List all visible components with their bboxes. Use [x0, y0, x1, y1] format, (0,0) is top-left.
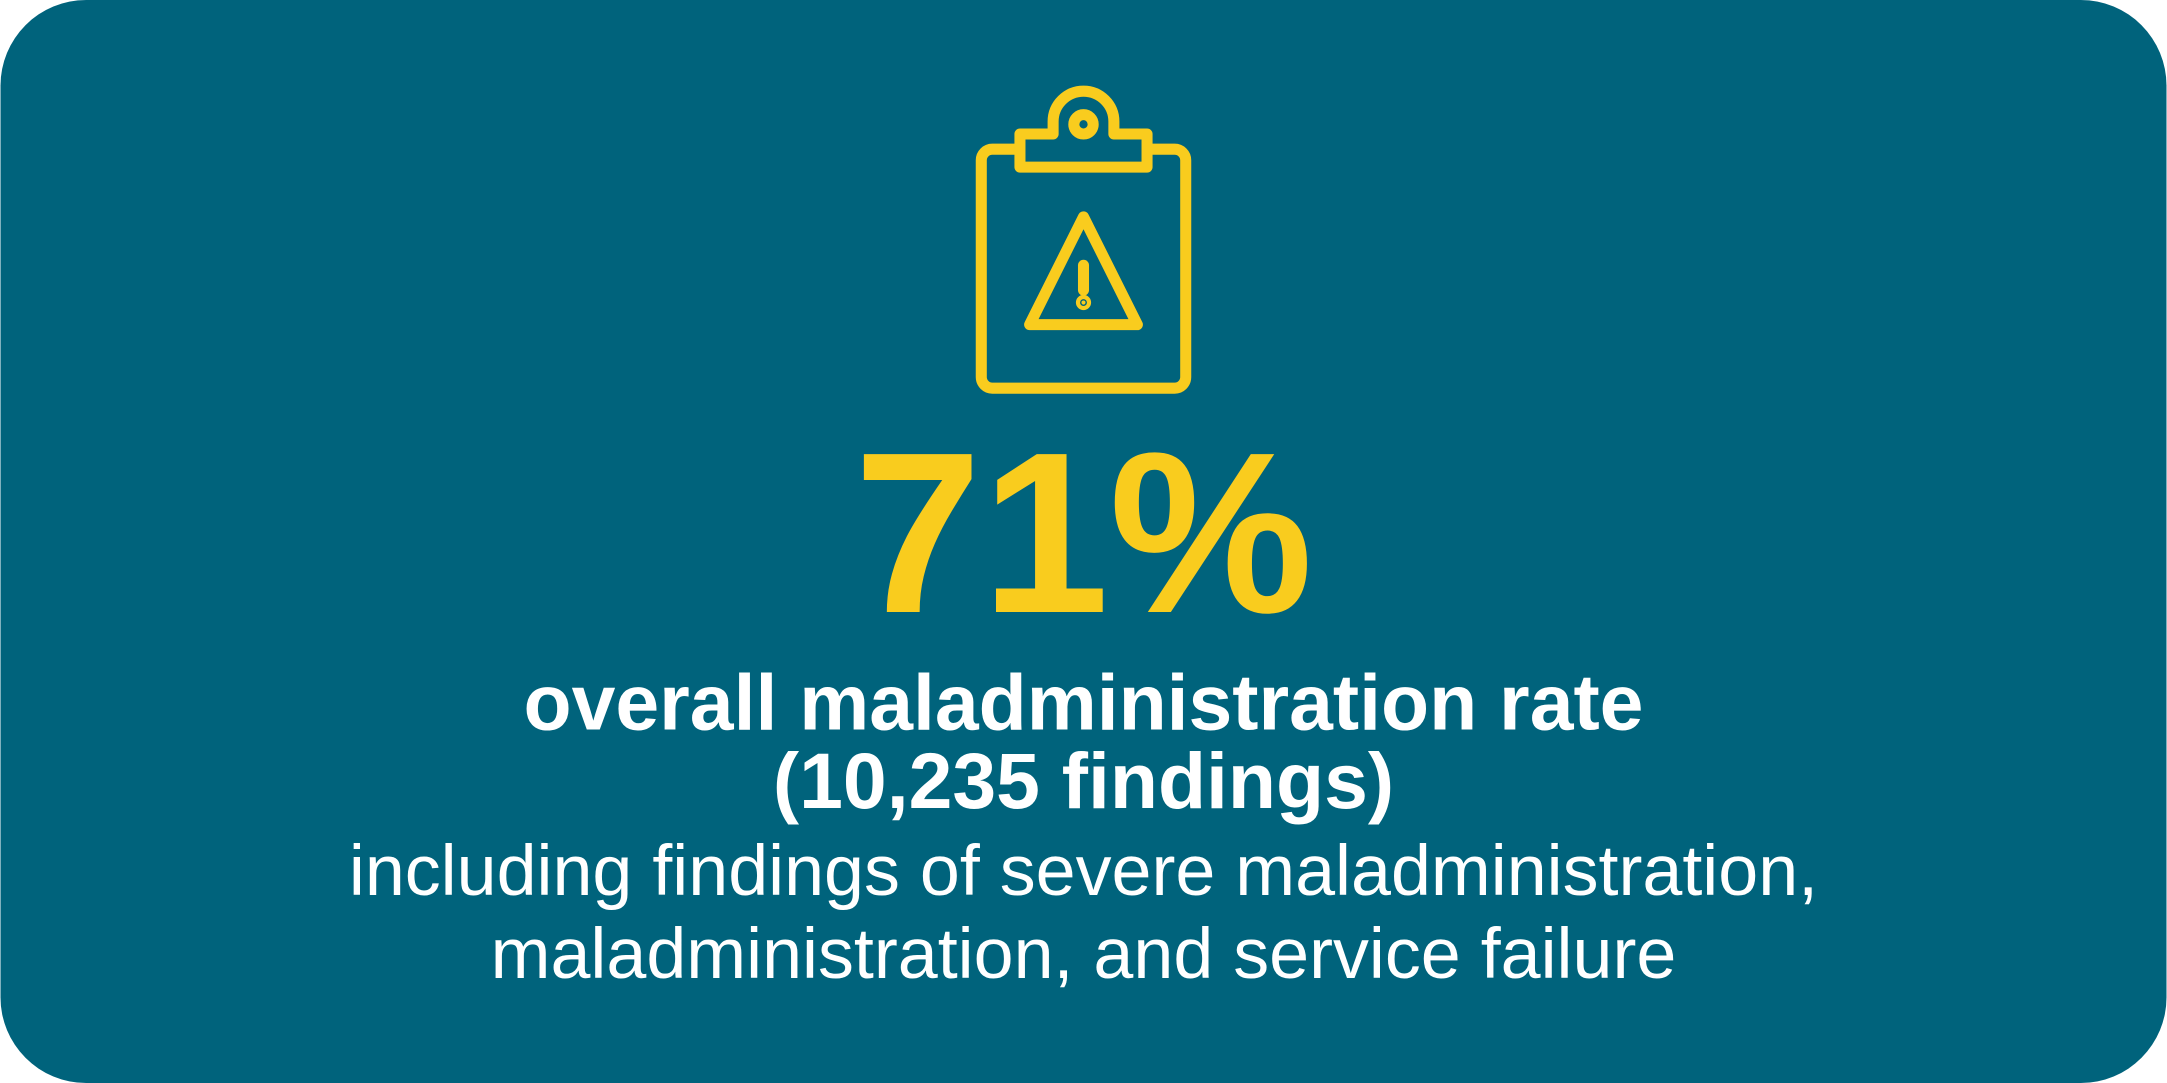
findings-count: (10,235 findings): [773, 737, 1394, 825]
description-line: maladministration, and service failure: [491, 914, 1677, 994]
clipboard-warning-icon: [975, 85, 1192, 394]
stat-value: 71%: [854, 404, 1313, 661]
headline: overall maladministration rate: [524, 658, 1644, 746]
description-line: including findings of severe maladminist…: [349, 831, 1818, 911]
